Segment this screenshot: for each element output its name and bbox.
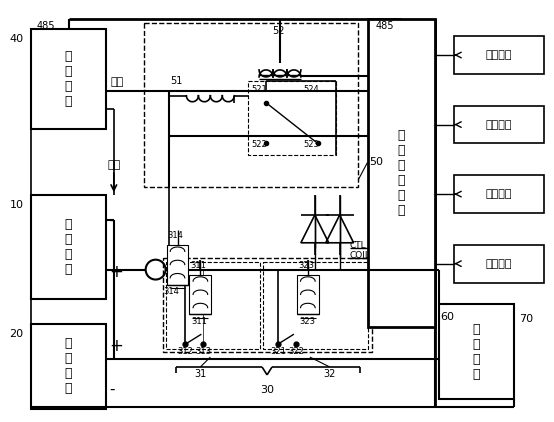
Text: 52: 52 <box>272 26 285 36</box>
Text: -: - <box>109 212 114 227</box>
Text: 312: 312 <box>177 347 193 356</box>
Text: 524: 524 <box>304 85 320 94</box>
Text: 522: 522 <box>251 141 267 149</box>
Bar <box>143 23 357 187</box>
Text: 50: 50 <box>370 157 383 168</box>
Bar <box>189 275 211 314</box>
Bar <box>166 262 260 349</box>
Text: 接口模块: 接口模块 <box>486 50 512 60</box>
Text: CTL: CTL <box>350 241 366 250</box>
Text: 323: 323 <box>299 317 315 326</box>
Text: 负
载
模
块: 负 载 模 块 <box>473 322 480 381</box>
Bar <box>167 245 188 284</box>
Text: 323: 323 <box>298 261 314 270</box>
Text: 51: 51 <box>171 76 183 86</box>
Text: 通信模块: 通信模块 <box>486 119 512 130</box>
Text: 10: 10 <box>9 200 23 210</box>
Text: 311: 311 <box>192 317 207 326</box>
Text: 521: 521 <box>251 85 267 94</box>
Text: 保
护
控
制
模
块: 保 护 控 制 模 块 <box>398 129 405 217</box>
Text: 31: 31 <box>194 369 207 379</box>
Text: 电流: 电流 <box>111 77 124 87</box>
Text: +: + <box>109 337 123 355</box>
Bar <box>263 262 367 349</box>
Bar <box>454 245 543 282</box>
Text: -: - <box>109 381 114 396</box>
Bar <box>454 36 543 74</box>
Text: 蓄
电
池
组: 蓄 电 池 组 <box>65 218 73 276</box>
Text: 313: 313 <box>196 347 212 356</box>
Text: 电压: 电压 <box>108 160 121 170</box>
Bar <box>31 195 106 300</box>
Text: 70: 70 <box>519 314 533 325</box>
Text: 485: 485 <box>36 21 55 31</box>
Text: COIL: COIL <box>350 251 371 260</box>
Text: 485: 485 <box>376 21 394 31</box>
Bar <box>454 175 543 213</box>
Bar <box>439 304 514 399</box>
Text: 电源模块: 电源模块 <box>486 259 512 269</box>
Bar <box>297 275 319 314</box>
Text: 314: 314 <box>167 231 183 240</box>
Text: 20: 20 <box>9 329 23 339</box>
Bar <box>454 106 543 143</box>
Text: 322: 322 <box>288 347 304 356</box>
Text: 40: 40 <box>9 34 23 44</box>
Text: 523: 523 <box>304 141 320 149</box>
Bar <box>31 29 106 129</box>
Text: 60: 60 <box>440 312 454 322</box>
Bar <box>162 258 372 352</box>
Text: 311: 311 <box>191 261 206 270</box>
Text: 32: 32 <box>324 369 336 379</box>
Bar <box>248 81 336 155</box>
Text: 321: 321 <box>270 347 286 356</box>
Text: +: + <box>109 262 123 281</box>
Bar <box>367 19 435 327</box>
Bar <box>31 324 106 408</box>
Text: 30: 30 <box>260 385 274 395</box>
Text: 直
流
电
源: 直 流 电 源 <box>65 338 73 395</box>
Text: 采
集
模
块: 采 集 模 块 <box>65 50 73 108</box>
Text: 显示模块: 显示模块 <box>486 189 512 199</box>
Text: 314: 314 <box>163 287 179 297</box>
